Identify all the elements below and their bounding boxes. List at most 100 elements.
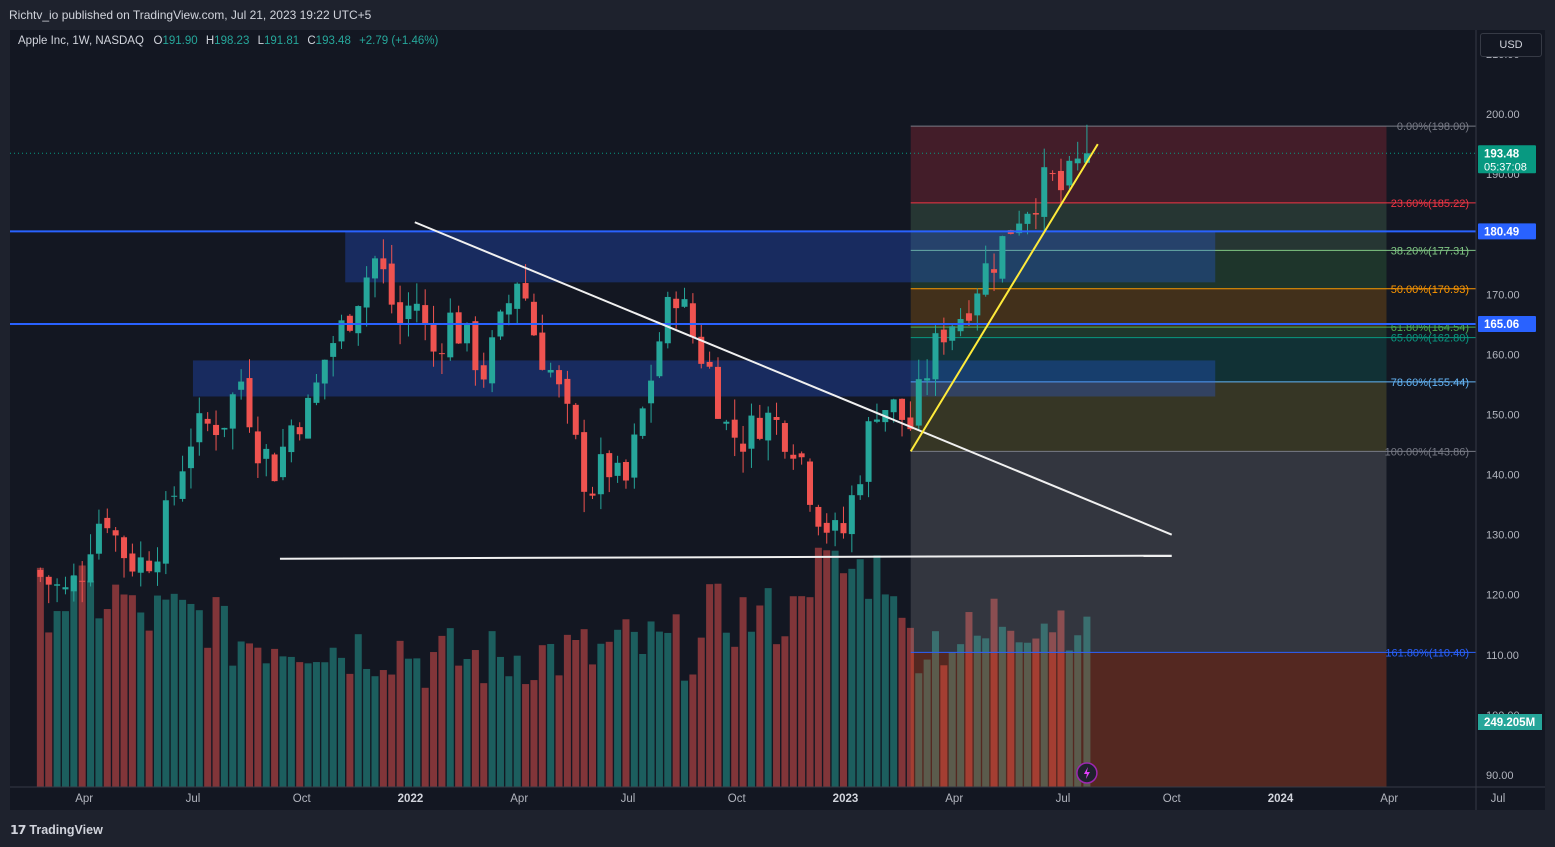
candle-down <box>714 366 721 419</box>
candle-up <box>1074 158 1081 164</box>
volume-bar-up <box>948 652 956 787</box>
brand-name: TradingView <box>29 823 103 837</box>
time-tick-label: 2023 <box>833 793 859 805</box>
fib-zone <box>910 381 1387 452</box>
candle-up <box>656 341 663 377</box>
volume-bar-up <box>848 568 856 787</box>
fib-level-label: 161.80%(110.40) <box>1385 647 1469 659</box>
volume-bar-up <box>53 611 61 787</box>
volume-bar-up <box>873 555 881 787</box>
volume-bar-up <box>187 603 195 787</box>
candle-down <box>79 580 86 582</box>
candle-down <box>254 431 261 464</box>
volume-bar-up <box>865 598 873 787</box>
price-badge <box>1478 223 1536 240</box>
price-badge-label: 165.06 <box>1484 319 1519 331</box>
volume-bar-up <box>463 658 471 787</box>
volume-bar-up <box>747 631 755 787</box>
volume-bar-up <box>681 680 689 787</box>
candle-up <box>748 415 755 449</box>
candle-up <box>95 523 102 554</box>
volume-bar-down <box>438 635 446 787</box>
candle-up <box>371 258 378 279</box>
candle-down <box>781 423 788 452</box>
close-key: C <box>307 35 316 47</box>
volume-bar-down <box>1049 632 1057 787</box>
volume-bar-up <box>630 631 638 787</box>
volume-bar-down <box>580 629 588 787</box>
candle-down <box>840 523 847 534</box>
price-zone <box>345 231 1216 283</box>
volume-bar-up <box>287 656 295 787</box>
candle-up <box>288 425 295 453</box>
volume-bar-up <box>547 643 555 787</box>
price-tick-label: 150.00 <box>1486 410 1520 422</box>
candle-down <box>213 424 220 436</box>
volume-bar-up <box>195 610 203 787</box>
candle-down <box>622 461 629 481</box>
candle-down <box>899 398 906 420</box>
high-value: 198.23 <box>214 35 250 47</box>
volume-bar-down <box>145 630 153 787</box>
candle-up <box>547 369 554 373</box>
price-badge-label: 180.49 <box>1484 226 1519 238</box>
change-value: +2.79 (+1.46%) <box>359 35 439 47</box>
price-tick-label: 200.00 <box>1486 109 1520 121</box>
low-key: L <box>257 35 264 47</box>
volume-bar-up <box>1015 642 1023 787</box>
time-tick-label: Apr <box>1380 793 1398 805</box>
volume-bar-down <box>246 643 254 787</box>
volume-bar-up <box>1083 616 1091 787</box>
candle-up <box>313 382 320 403</box>
candle-up <box>873 419 880 422</box>
price-tick-label: 140.00 <box>1486 470 1520 482</box>
candle-up <box>405 305 412 320</box>
tradingview-logo[interactable]: 17 TradingView <box>10 822 103 837</box>
volume-bar-up <box>354 634 362 787</box>
time-tick-label: Jul <box>1056 793 1071 805</box>
volume-bar-up <box>363 668 371 787</box>
volume-bar-up <box>262 663 270 787</box>
candle-up <box>238 381 245 390</box>
candle-down <box>146 560 153 572</box>
volume-bar-up <box>70 576 78 787</box>
candle-down <box>798 453 805 458</box>
symbol-name: Apple Inc, 1W, NASDAQ <box>18 35 144 47</box>
candle-down <box>698 336 705 364</box>
candle-up <box>54 584 61 586</box>
currency-button[interactable]: USD <box>1480 33 1542 57</box>
candle-up <box>999 236 1006 279</box>
volume-bar-up <box>915 673 923 787</box>
volume-bar-down <box>906 627 914 787</box>
candle-down <box>991 269 998 273</box>
candle-up <box>932 333 939 380</box>
candle-up <box>321 359 328 384</box>
volume-bar-up <box>229 665 237 787</box>
price-tick-label: 160.00 <box>1486 349 1520 361</box>
volume-bar-down <box>689 674 697 787</box>
volume-bar-down <box>254 647 262 787</box>
volume-series <box>36 547 1091 787</box>
volume-bar-up <box>170 593 178 787</box>
candle-up <box>87 554 94 583</box>
candle-up <box>1024 213 1031 224</box>
candle-up <box>464 323 471 344</box>
candle-up <box>330 343 337 357</box>
candle-up <box>514 283 521 309</box>
volume-bar-down <box>622 619 630 787</box>
volume-bar-up <box>153 595 161 787</box>
candle-up <box>154 561 161 573</box>
volume-bar-down <box>823 550 831 787</box>
volume-bar-down <box>697 637 705 787</box>
volume-bar-up <box>321 662 329 787</box>
candle-down <box>556 370 563 385</box>
volume-bar-down <box>538 645 546 787</box>
volume-bar-down <box>480 683 488 787</box>
candle-up <box>924 378 931 381</box>
fib-zone <box>910 288 1387 328</box>
volume-bar-up <box>1065 650 1073 787</box>
trendline-uptrend <box>909 143 1099 452</box>
price-axis: 90.00100.00110.00120.00130.00140.00150.0… <box>1475 30 1545 810</box>
publisher-line: Richtv_io published on TradingView.com, … <box>9 8 372 22</box>
